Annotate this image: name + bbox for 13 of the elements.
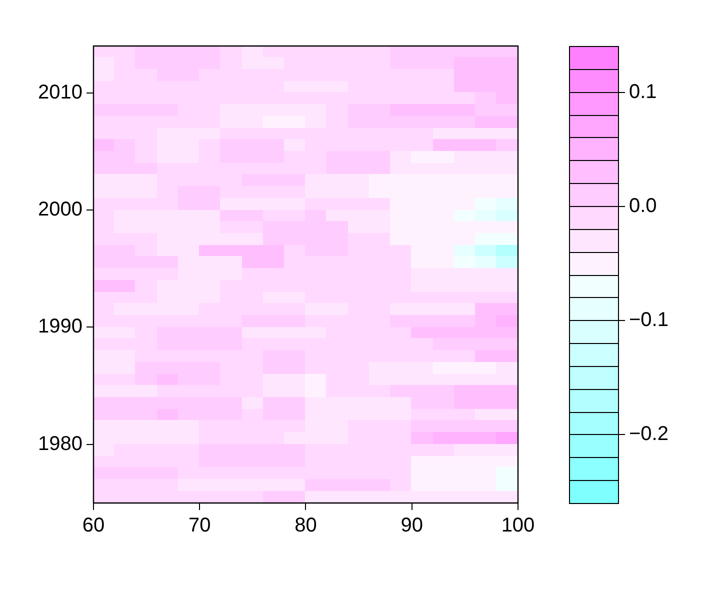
color-bar-label: 0.1 bbox=[629, 81, 657, 104]
y-tick-label: 2000 bbox=[38, 198, 82, 221]
x-tick-label: 100 bbox=[501, 514, 535, 537]
color-bar-label: −0.2 bbox=[629, 423, 668, 446]
x-tick-label: 70 bbox=[188, 514, 211, 537]
y-tick-label: 2010 bbox=[38, 81, 82, 104]
y-tick-label: 1990 bbox=[38, 316, 82, 338]
color-bar-label: 0.0 bbox=[629, 195, 657, 218]
x-tick-label: 80 bbox=[294, 514, 317, 537]
x-tick-label: 90 bbox=[400, 514, 423, 537]
color-bar-label: −0.1 bbox=[629, 309, 668, 332]
y-tick-label: 1980 bbox=[38, 432, 82, 455]
x-tick-label: 60 bbox=[82, 514, 105, 537]
